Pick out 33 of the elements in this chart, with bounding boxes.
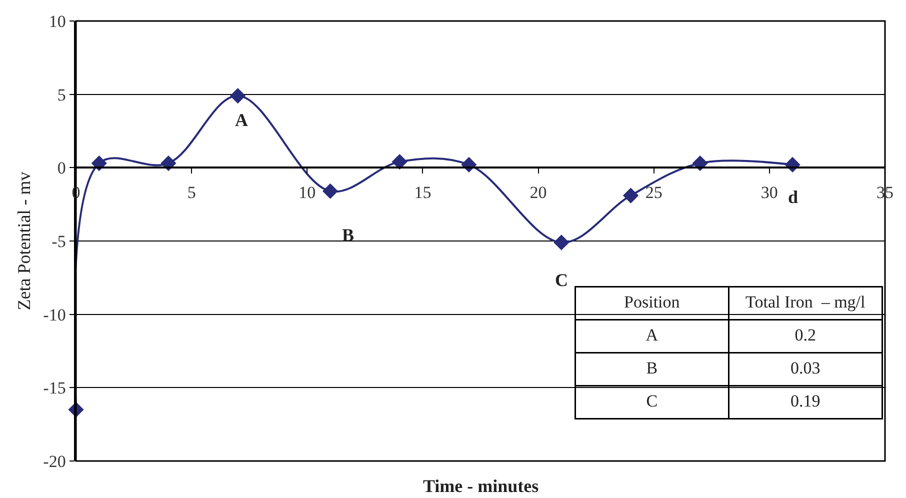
annotation: Total Iron – mg/l bbox=[746, 292, 866, 312]
annotation: C bbox=[646, 392, 658, 411]
annotation: C bbox=[555, 270, 568, 290]
point bbox=[392, 154, 408, 170]
y-tick-label: 10 bbox=[48, 12, 66, 31]
y-tick-label: -20 bbox=[43, 452, 66, 471]
annotation: Position bbox=[624, 292, 680, 312]
annotation: 0.2 bbox=[794, 326, 816, 345]
point bbox=[622, 188, 639, 204]
annotation: A bbox=[646, 326, 659, 345]
point bbox=[554, 234, 570, 250]
y-tick-label: 5 bbox=[57, 85, 66, 104]
annotation: 0.19 bbox=[790, 392, 820, 411]
point bbox=[160, 155, 176, 172]
x-tick-label: 15 bbox=[414, 182, 432, 202]
x-axis-title: Time - minutes bbox=[423, 476, 539, 496]
y-tick-label: -5 bbox=[52, 232, 66, 251]
x-tick-label: 30 bbox=[760, 182, 778, 202]
annotation: B bbox=[646, 358, 658, 378]
x-tick-label: 20 bbox=[530, 182, 547, 202]
point bbox=[230, 88, 246, 104]
y-tick-label: 0 bbox=[57, 158, 66, 178]
annotation: B bbox=[342, 225, 354, 245]
annotation: 0.03 bbox=[790, 358, 820, 378]
x-tick-label: 10 bbox=[298, 182, 316, 202]
point bbox=[322, 183, 338, 199]
annotation: A bbox=[235, 110, 248, 130]
x-tick-label: 25 bbox=[645, 182, 662, 202]
x-tick-label: 5 bbox=[187, 182, 196, 202]
y-tick-label: -10 bbox=[43, 305, 66, 324]
y-axis-title: Zeta Potential - mv bbox=[14, 172, 34, 310]
y-tick-label: -15 bbox=[43, 378, 66, 398]
annotation: d bbox=[788, 187, 798, 207]
